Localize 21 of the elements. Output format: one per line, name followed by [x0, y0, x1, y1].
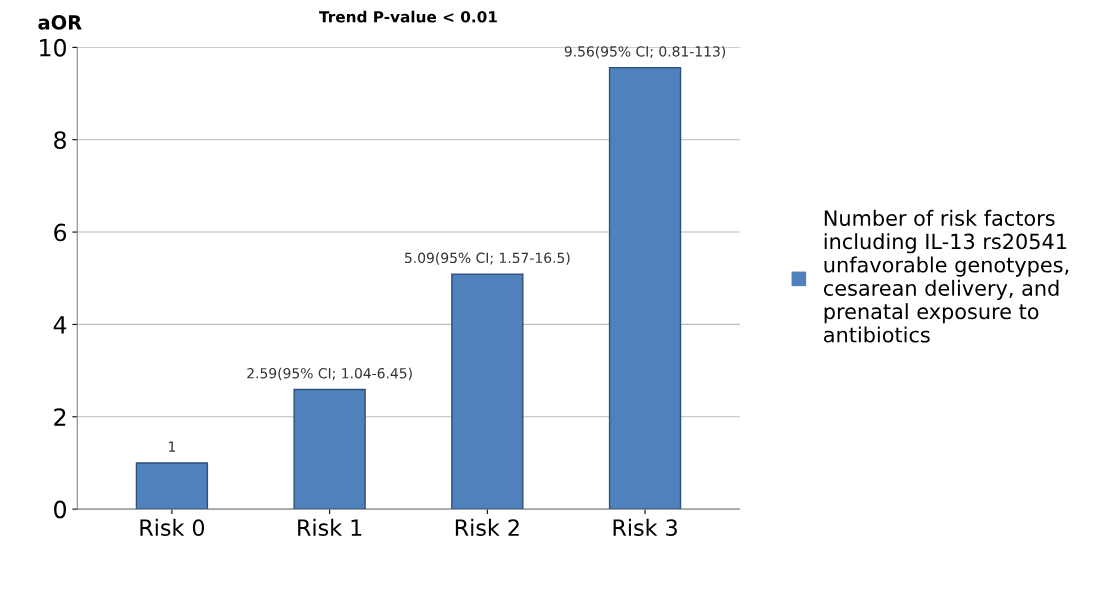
bar	[451, 273, 524, 510]
data-label: 1	[169, 441, 176, 452]
x-tick-label: Risk 1	[298, 518, 362, 537]
bar	[608, 66, 682, 510]
y-tick-label: 2	[54, 408, 66, 426]
chart-title: Trend P-value < 0.01	[319, 10, 497, 23]
x-tick-label: Risk 3	[613, 518, 677, 537]
y-axis-title: aOR	[38, 15, 82, 30]
x-tick-label: Risk 0	[140, 518, 205, 537]
data-label: 9.56(95% CI; 0.81-113)	[564, 45, 726, 59]
y-tick-label: 6	[54, 223, 67, 242]
y-tick-label: 10	[40, 38, 66, 57]
x-tick-label: Risk 2	[455, 518, 519, 537]
data-label: 5.09(95% CI; 1.57-16.5)	[405, 252, 570, 265]
data-label: 2.59(95% CI; 1.04-6.45)	[247, 367, 412, 381]
legend-label: Number of risk factors including IL-13 rs20541 unfavorable genotypes, cesarean delivery, and prenatal exposure to antibiotics	[823, 209, 1069, 343]
bar	[293, 388, 366, 510]
y-tick-label: 0	[54, 500, 66, 519]
y-tick-label: 4	[53, 316, 67, 334]
bar	[135, 462, 209, 510]
y-tick-label: 8	[54, 131, 66, 150]
